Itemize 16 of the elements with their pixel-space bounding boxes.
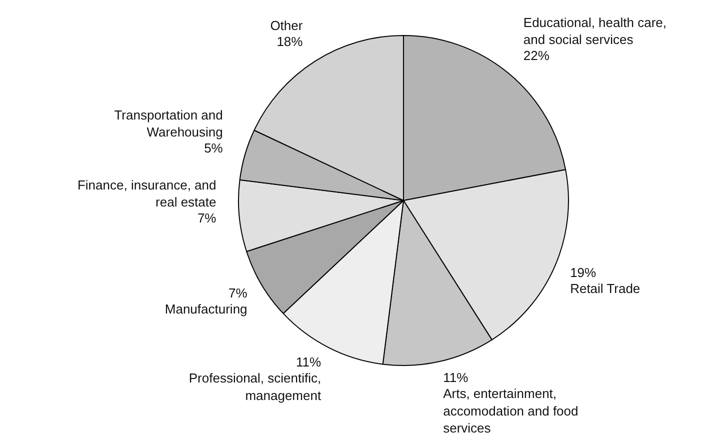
data-label: 19% [570,265,597,280]
data-label: 11% [443,370,469,386]
data-label: 5% [204,140,224,156]
slice-label: Arts, entertainment, accomodation and food services [443,386,578,434]
data-label: 18% [276,34,304,50]
slice-label: Retail Trade [570,281,640,296]
slice-label: Other [270,18,304,34]
slice-label: Transportation and Warehousing [114,107,223,140]
data-label: 11% [296,354,322,370]
data-label: 7% [197,210,217,226]
data-label: 22% [523,48,550,64]
slice-label: Professional, scientific, management [188,370,322,403]
slice-label: Educational, health care, and social services [523,14,667,48]
slice-label: Manufacturing [164,301,248,316]
slice-label: Finance, insurance, and real estate [77,177,216,210]
data-label: 7% [228,285,248,300]
